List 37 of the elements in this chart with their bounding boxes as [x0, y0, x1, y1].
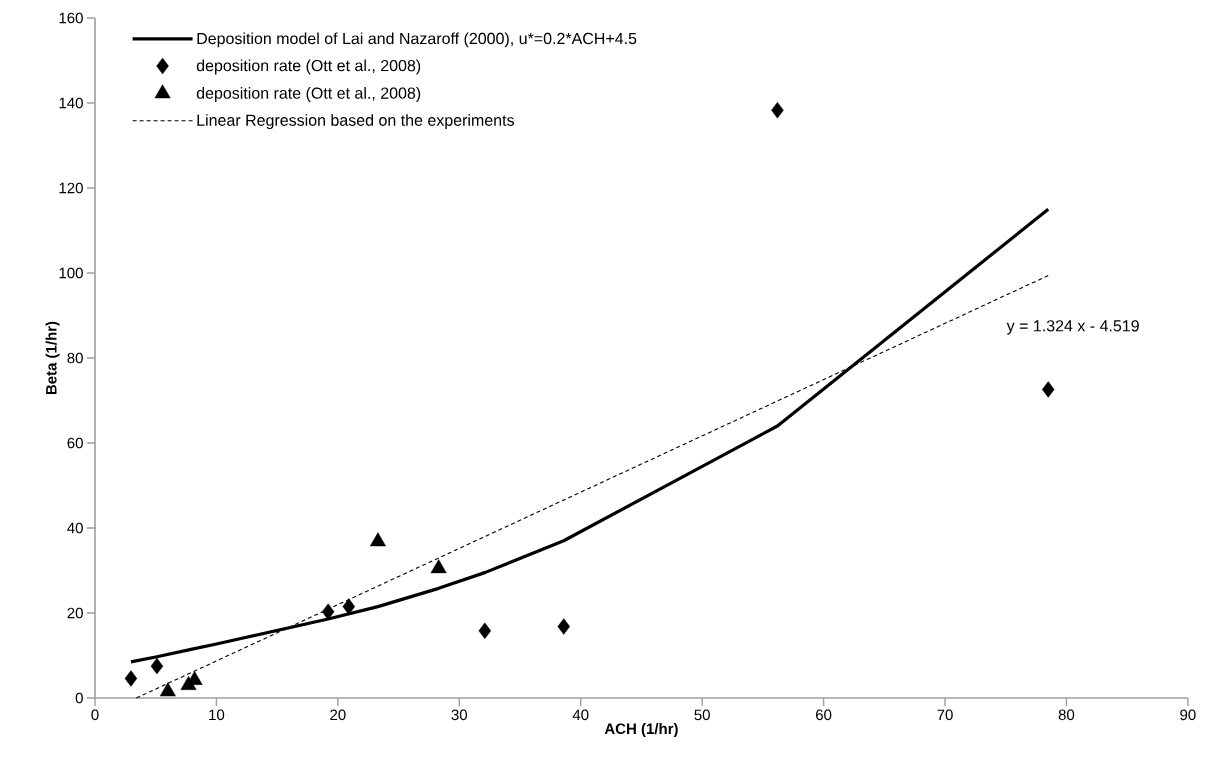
point	[342, 598, 355, 615]
y-tick-label: 20	[67, 607, 83, 619]
x-tick-label: 90	[1180, 709, 1196, 721]
x-tick-label: 60	[816, 709, 832, 721]
point	[150, 657, 164, 675]
legend-label: Linear Regression based on the experiments	[197, 114, 514, 130]
point	[557, 618, 570, 635]
x-tick-label: 80	[1058, 709, 1075, 721]
point	[430, 559, 447, 574]
y-tick-label: 140	[59, 97, 83, 109]
legend-label: deposition rate (Ott et al., 2008)	[196, 59, 421, 75]
y-axis-title: Beta (1/hr)	[45, 321, 60, 395]
x-tick-label: 70	[937, 709, 953, 721]
y-tick-label: 120	[59, 182, 83, 194]
y-tick-label: 160	[59, 12, 83, 24]
y-tick-label: 80	[67, 352, 83, 364]
point	[159, 682, 176, 697]
x-axis-title: ACH (1/hr)	[604, 723, 678, 737]
x-tick-label: 30	[451, 709, 468, 721]
point	[1042, 381, 1055, 398]
y-tick-label: 0	[75, 692, 83, 704]
y-tick-label: 60	[67, 437, 83, 449]
point	[369, 532, 386, 547]
x-tick-label: 50	[694, 709, 710, 721]
x-tick-label: 40	[572, 709, 589, 721]
legend-label: deposition rate (Ott et al., 2008)	[196, 87, 421, 102]
x-tick-label: 20	[330, 709, 346, 721]
point	[321, 603, 335, 620]
point	[124, 670, 138, 687]
annotation: y = 1.324 x - 4.519	[1006, 320, 1139, 335]
x-tick-label: 10	[209, 709, 225, 721]
y-tick-label: 40	[67, 522, 83, 534]
y-tick-label: 100	[59, 267, 83, 279]
legend-label: Deposition model of Lai and Nazaroff (2000), u*=0.2*ACH+4.5	[197, 32, 637, 48]
x-tick-label: 0	[91, 709, 99, 721]
point	[771, 102, 784, 119]
point	[478, 622, 491, 640]
